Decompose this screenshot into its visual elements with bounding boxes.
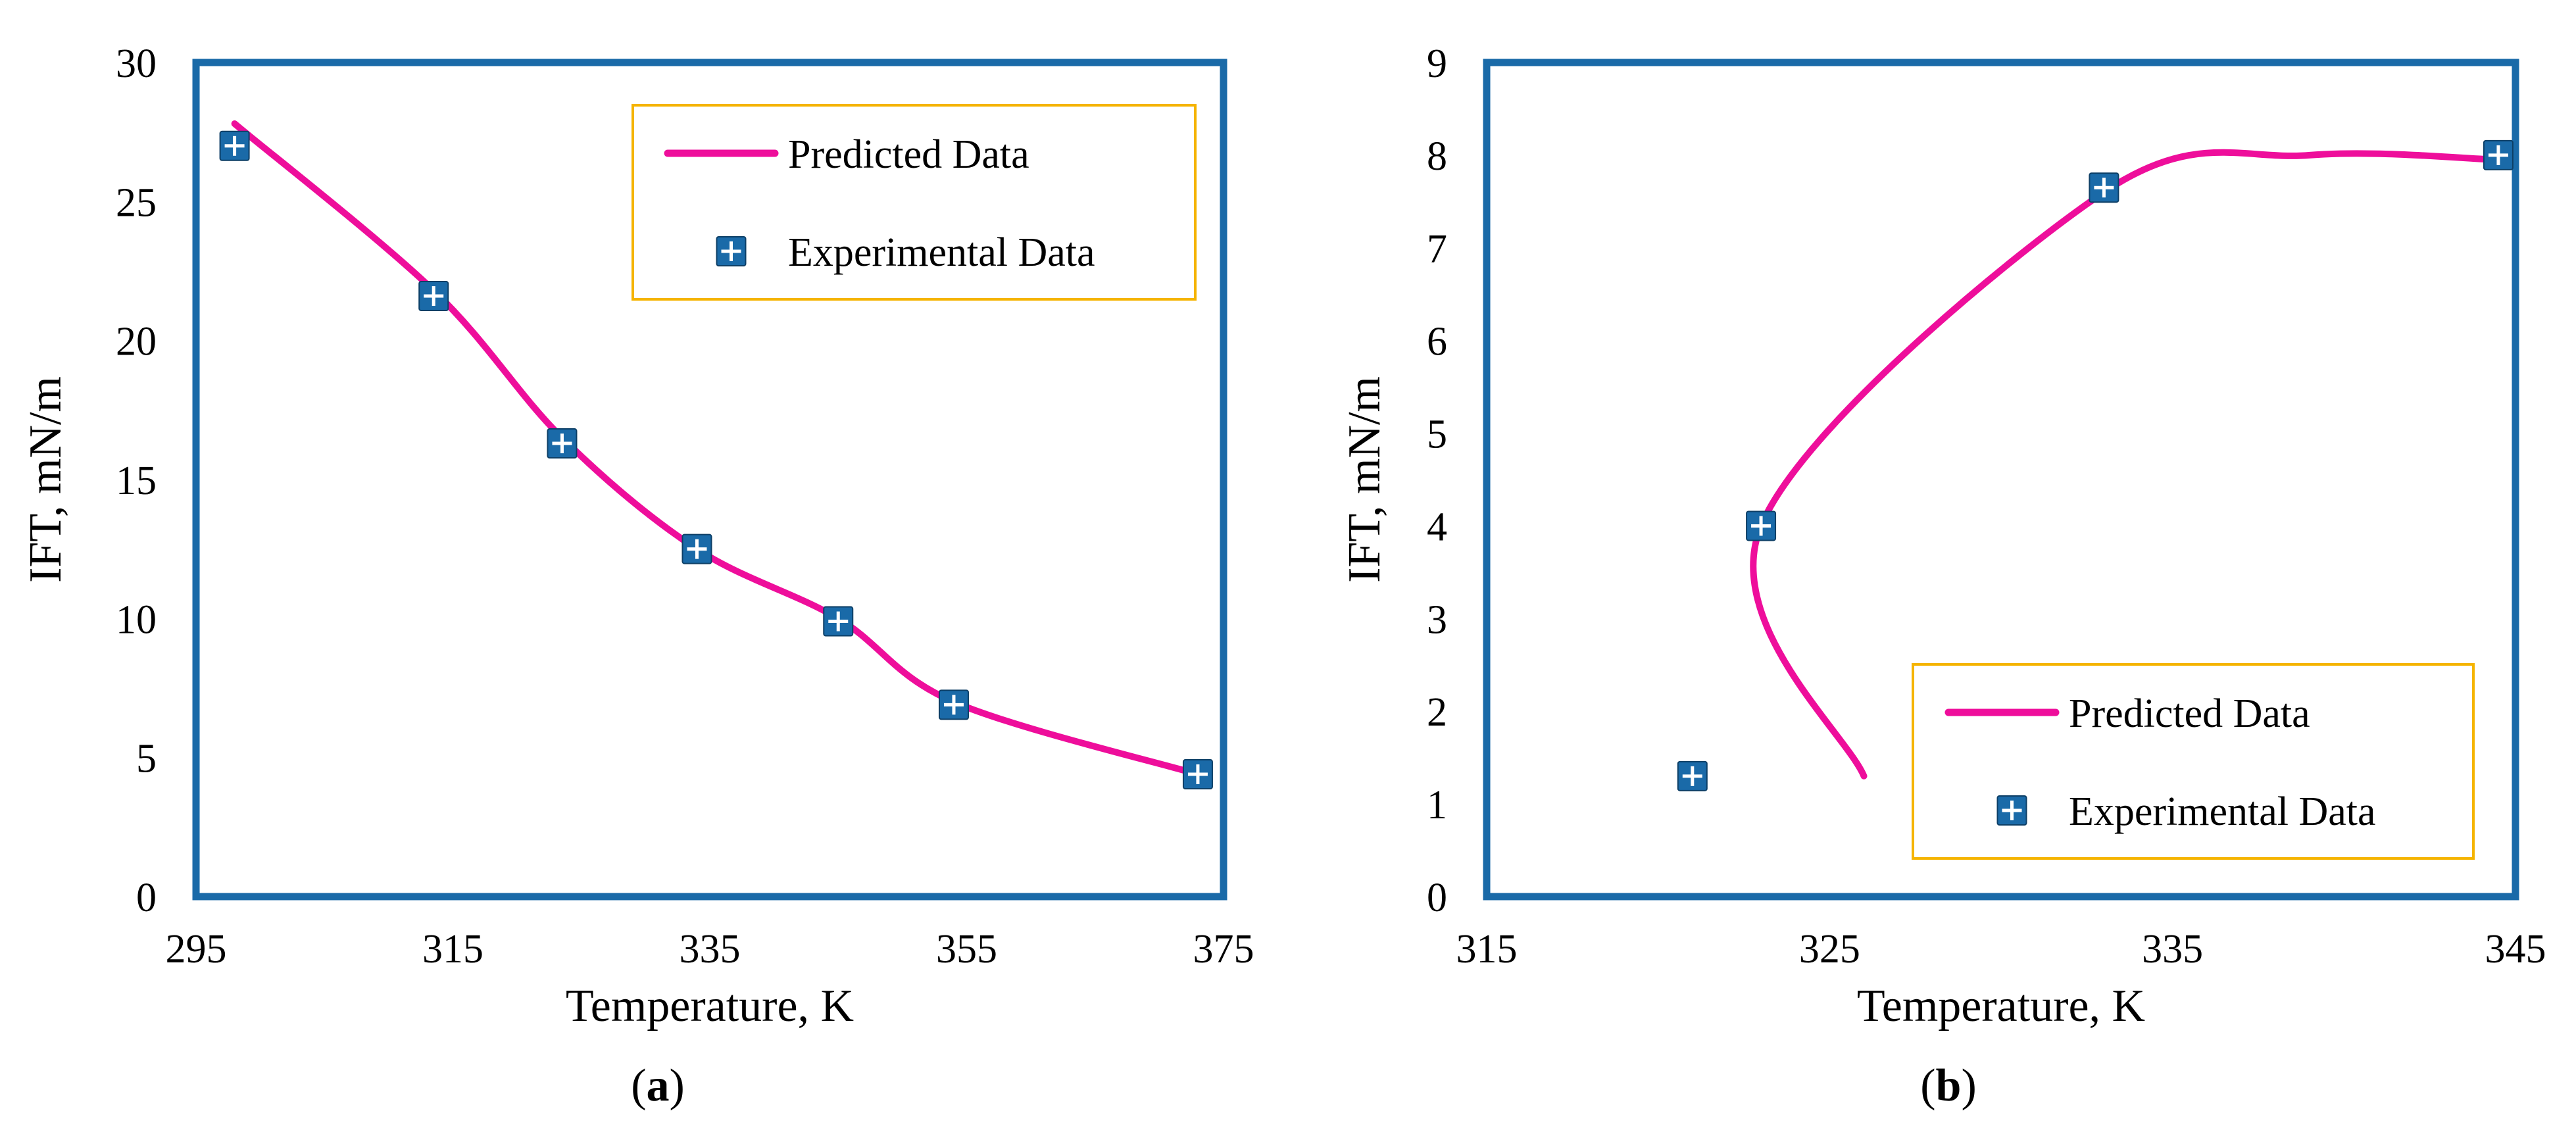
chart-b-legend-box [1912, 663, 2475, 860]
chart-a-xtick-label: 315 [422, 927, 483, 972]
chart-b-ytick-label: 9 [1427, 41, 1447, 86]
chart-b-ytick-label: 6 [1427, 320, 1447, 364]
chart-b-experimental-point [2089, 172, 2119, 203]
chart-a-panel-letter: a [647, 1060, 670, 1111]
chart-a-experimental-point [681, 533, 712, 564]
chart-a-ytick-label: 0 [136, 876, 157, 920]
chart-a-experimental-point [219, 130, 250, 161]
chart-a-xtick-label: 355 [936, 927, 997, 972]
chart-b-xlabel: Temperature, K [1857, 981, 2145, 1031]
chart-b-xtick-label: 315 [1456, 927, 1518, 972]
chart-a-legend-marker-swatch [716, 236, 747, 266]
chart-a-ytick-label: 25 [116, 180, 157, 225]
chart-a: 0 5 10 15 20 25 30 295 315 335 355 375 IFT, mN/m T… [20, 41, 1254, 1111]
chart-a-legend-marker-icon [716, 236, 747, 266]
chart-b-ytick-label: 3 [1427, 597, 1447, 642]
chart-a-xlabel: Temperature, K [566, 981, 854, 1031]
chart-a-xtick-label: 375 [1193, 927, 1254, 972]
chart-a-experimental-point [418, 281, 449, 312]
chart-a-experimental-point [823, 606, 854, 637]
chart-a-panel-label: (a) [631, 1060, 685, 1111]
chart-a-ytick-label: 5 [136, 737, 157, 781]
chart-a-experimental-point [938, 689, 969, 720]
chart-b-legend-marker-swatch [1996, 795, 2027, 826]
chart-a-xtick-label: 335 [680, 927, 741, 972]
chart-a-ytick-label: 20 [116, 320, 157, 364]
chart-b-frame [1483, 59, 2519, 901]
chart-b-legend: Predicted Data Experimental Data [1912, 663, 2475, 860]
chart-b-legend-predicted: Predicted Data [2069, 691, 2310, 736]
chart-b-ytick-label: 5 [1427, 412, 1447, 457]
chart-b-ytick-label: 2 [1427, 690, 1447, 735]
chart-b-ytick-label: 8 [1427, 134, 1447, 179]
chart-b-panel-label: (b) [1920, 1060, 1977, 1111]
chart-b-experimental-point [1746, 510, 1777, 541]
chart-a-legend-predicted: Predicted Data [788, 132, 1029, 177]
chart-b-legend-marker-icon [1996, 795, 2027, 826]
chart-a-legend: Predicted Data Experimental Data [632, 104, 1197, 301]
chart-a-legend-box [632, 104, 1197, 301]
chart-a-experimental-point [1182, 759, 1213, 790]
chart-a-ylabel: IFT, mN/m [20, 376, 71, 583]
chart-b-ylabel: IFT, mN/m [1339, 376, 1390, 583]
chart-a-xtick-label: 295 [166, 927, 227, 972]
chart-b-xtick-label: 325 [1799, 927, 1860, 972]
chart-b-ytick-label: 0 [1427, 876, 1447, 920]
chart-a-ytick-label: 30 [116, 41, 157, 86]
chart-b-xtick-label: 335 [2142, 927, 2203, 972]
chart-b-ytick-label: 1 [1427, 783, 1447, 828]
chart-a-experimental-point [547, 428, 578, 459]
chart-a-frame [192, 59, 1227, 901]
chart-b-xtick-label: 345 [2485, 927, 2546, 972]
chart-a-legend-experimental: Experimental Data [788, 230, 1095, 275]
chart-a-ytick-label: 10 [116, 597, 157, 642]
chart-b-panel-letter: b [1936, 1060, 1962, 1111]
chart-b-ytick-label: 4 [1427, 505, 1447, 549]
chart-b-experimental-point [1677, 760, 1708, 791]
chart-b-ytick-label: 7 [1427, 227, 1447, 272]
chart-b-legend-experimental: Experimental Data [2069, 789, 2376, 834]
chart-b-experimental-point [2483, 139, 2514, 170]
chart-b-predicted-line [1750, 149, 2502, 780]
chart-a-ytick-label: 15 [116, 458, 157, 503]
